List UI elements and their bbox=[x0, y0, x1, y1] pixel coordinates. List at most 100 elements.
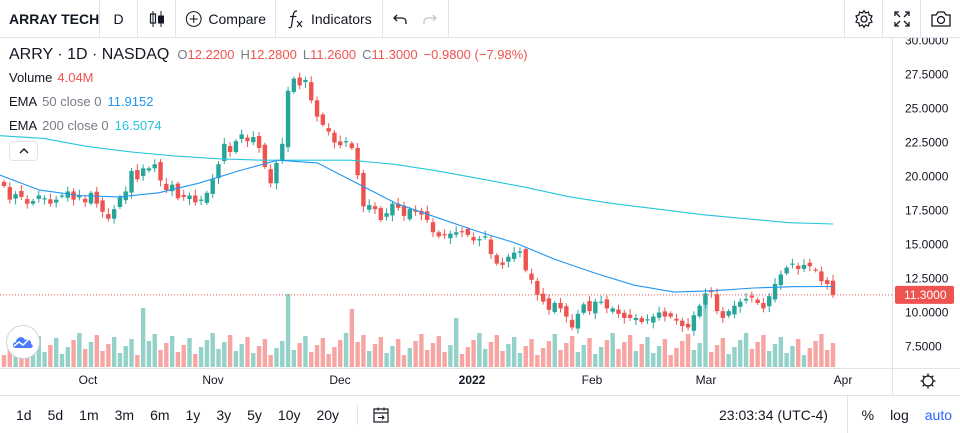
range-6m[interactable]: 6m bbox=[150, 406, 170, 423]
percent-scale-toggle[interactable]: % bbox=[861, 407, 875, 423]
candle-body bbox=[314, 100, 320, 117]
ohlc-change: −0.9800 (−7.98%) bbox=[423, 47, 528, 62]
volume-bar bbox=[390, 346, 395, 367]
symbol-search[interactable]: ARRAY TECH bbox=[0, 0, 100, 38]
clock-timezone[interactable]: 23:03:34 (UTC-4) bbox=[719, 407, 828, 423]
range-1d[interactable]: 1d bbox=[16, 406, 32, 423]
volume-bar bbox=[106, 344, 111, 367]
candle-body bbox=[65, 191, 70, 198]
ema50-legend-row[interactable]: EMA 50 close 0 11.9152 bbox=[9, 90, 534, 114]
candle-body bbox=[459, 231, 465, 233]
candle-body bbox=[830, 280, 836, 295]
volume-bar bbox=[639, 344, 644, 367]
undo-icon[interactable] bbox=[392, 11, 408, 27]
volume-bar bbox=[129, 339, 134, 367]
candle-body bbox=[175, 183, 181, 199]
compare-label: Compare bbox=[208, 10, 266, 27]
volume-bar bbox=[442, 352, 447, 367]
candle-body bbox=[511, 252, 517, 259]
candle-body bbox=[471, 237, 476, 241]
volume-bar bbox=[326, 354, 331, 367]
range-3m[interactable]: 3m bbox=[114, 406, 135, 423]
interval-button[interactable]: D bbox=[100, 0, 138, 38]
volume-bar bbox=[48, 345, 53, 367]
settings-button[interactable] bbox=[844, 0, 882, 38]
volume-bar bbox=[825, 350, 830, 367]
candle-body bbox=[569, 319, 575, 328]
range-1m[interactable]: 1m bbox=[79, 406, 99, 423]
range-5y[interactable]: 5y bbox=[247, 406, 262, 423]
candle-body bbox=[77, 195, 82, 198]
range-10y[interactable]: 10y bbox=[277, 406, 301, 423]
time-tick-label: Mar bbox=[696, 373, 717, 387]
ema200-legend-row[interactable]: EMA 200 close 0 16.5074 bbox=[9, 114, 534, 138]
redo-icon[interactable] bbox=[422, 11, 438, 27]
volume-bar bbox=[343, 333, 349, 367]
candle-body bbox=[767, 296, 772, 307]
price-tick-label: 7.5000 bbox=[905, 340, 942, 354]
volume-bar bbox=[24, 350, 30, 367]
range-5d[interactable]: 5d bbox=[47, 406, 64, 423]
screenshot-button[interactable] bbox=[920, 0, 960, 38]
tradingview-logo-button[interactable] bbox=[6, 325, 40, 359]
volume-bar bbox=[36, 336, 41, 367]
axis-settings-icon[interactable] bbox=[922, 375, 934, 387]
volume-bar bbox=[349, 309, 355, 367]
candle-body bbox=[407, 209, 413, 220]
price-tick-label: 17.5000 bbox=[905, 204, 949, 218]
candle-body bbox=[274, 162, 279, 184]
fullscreen-button[interactable] bbox=[882, 0, 920, 38]
volume-bar bbox=[251, 353, 256, 367]
candle-body bbox=[198, 199, 204, 201]
candle-body bbox=[546, 298, 552, 310]
candle-body bbox=[349, 143, 355, 148]
volume-bar bbox=[656, 346, 662, 367]
candle-body bbox=[82, 198, 88, 203]
volume-bar bbox=[198, 347, 204, 367]
range-3y[interactable]: 3y bbox=[216, 406, 232, 423]
fx-icon bbox=[288, 9, 303, 28]
price-chart[interactable]: 7.5000 10.0000 12.5000 15.0000 17.5000 20.000… bbox=[0, 38, 960, 395]
candle-body bbox=[355, 147, 360, 176]
cloud-chart-icon bbox=[13, 337, 33, 348]
candle-body bbox=[309, 82, 314, 101]
legend-collapse-button[interactable] bbox=[9, 141, 38, 161]
chart-style-button[interactable] bbox=[138, 0, 176, 38]
volume-bar bbox=[164, 343, 169, 367]
candle-body bbox=[732, 305, 737, 315]
go-to-date-button[interactable] bbox=[357, 404, 390, 425]
volume-bar bbox=[82, 349, 88, 367]
volume-bar bbox=[743, 333, 749, 367]
bottom-toolbar: 1d 5d 1m 3m 6m 1y 3y 5y 10y 20y 23:03:34 (UTC-4) … bbox=[0, 395, 960, 433]
log-scale-toggle[interactable]: log bbox=[890, 407, 909, 423]
candle-body bbox=[651, 316, 656, 323]
volume-bar bbox=[227, 335, 233, 367]
compare-button[interactable]: Compare bbox=[176, 0, 276, 38]
ema50-line bbox=[0, 159, 834, 293]
candle-body bbox=[523, 249, 528, 271]
candle-body bbox=[187, 195, 192, 200]
candle-body bbox=[749, 295, 755, 298]
fullscreen-icon bbox=[893, 11, 910, 27]
candle-body bbox=[697, 305, 702, 317]
candle-body bbox=[453, 232, 459, 235]
candle-body bbox=[784, 267, 789, 274]
volume-bar bbox=[436, 336, 441, 367]
candle-body bbox=[169, 184, 175, 192]
volume-bar bbox=[181, 345, 186, 367]
candle-body bbox=[19, 190, 24, 197]
undo-redo-group bbox=[383, 0, 449, 38]
ema200-line bbox=[0, 135, 834, 225]
auto-scale-toggle[interactable]: auto bbox=[924, 407, 952, 423]
indicators-button[interactable]: Indicators bbox=[276, 0, 383, 38]
range-20y[interactable]: 20y bbox=[316, 406, 340, 423]
range-1y[interactable]: 1y bbox=[185, 406, 201, 423]
volume-legend-row[interactable]: Volume 4.04M bbox=[9, 66, 534, 90]
price-tick-label: 10.0000 bbox=[905, 306, 949, 320]
chart-legend: ARRY · 1D · NASDAQ O 12.2200 H 12.2800 L 11… bbox=[9, 44, 534, 138]
candle-body bbox=[210, 179, 215, 194]
gear-icon bbox=[854, 9, 873, 29]
volume-bar bbox=[819, 334, 824, 367]
volume-bar bbox=[245, 337, 250, 367]
volume-bar bbox=[285, 294, 291, 367]
